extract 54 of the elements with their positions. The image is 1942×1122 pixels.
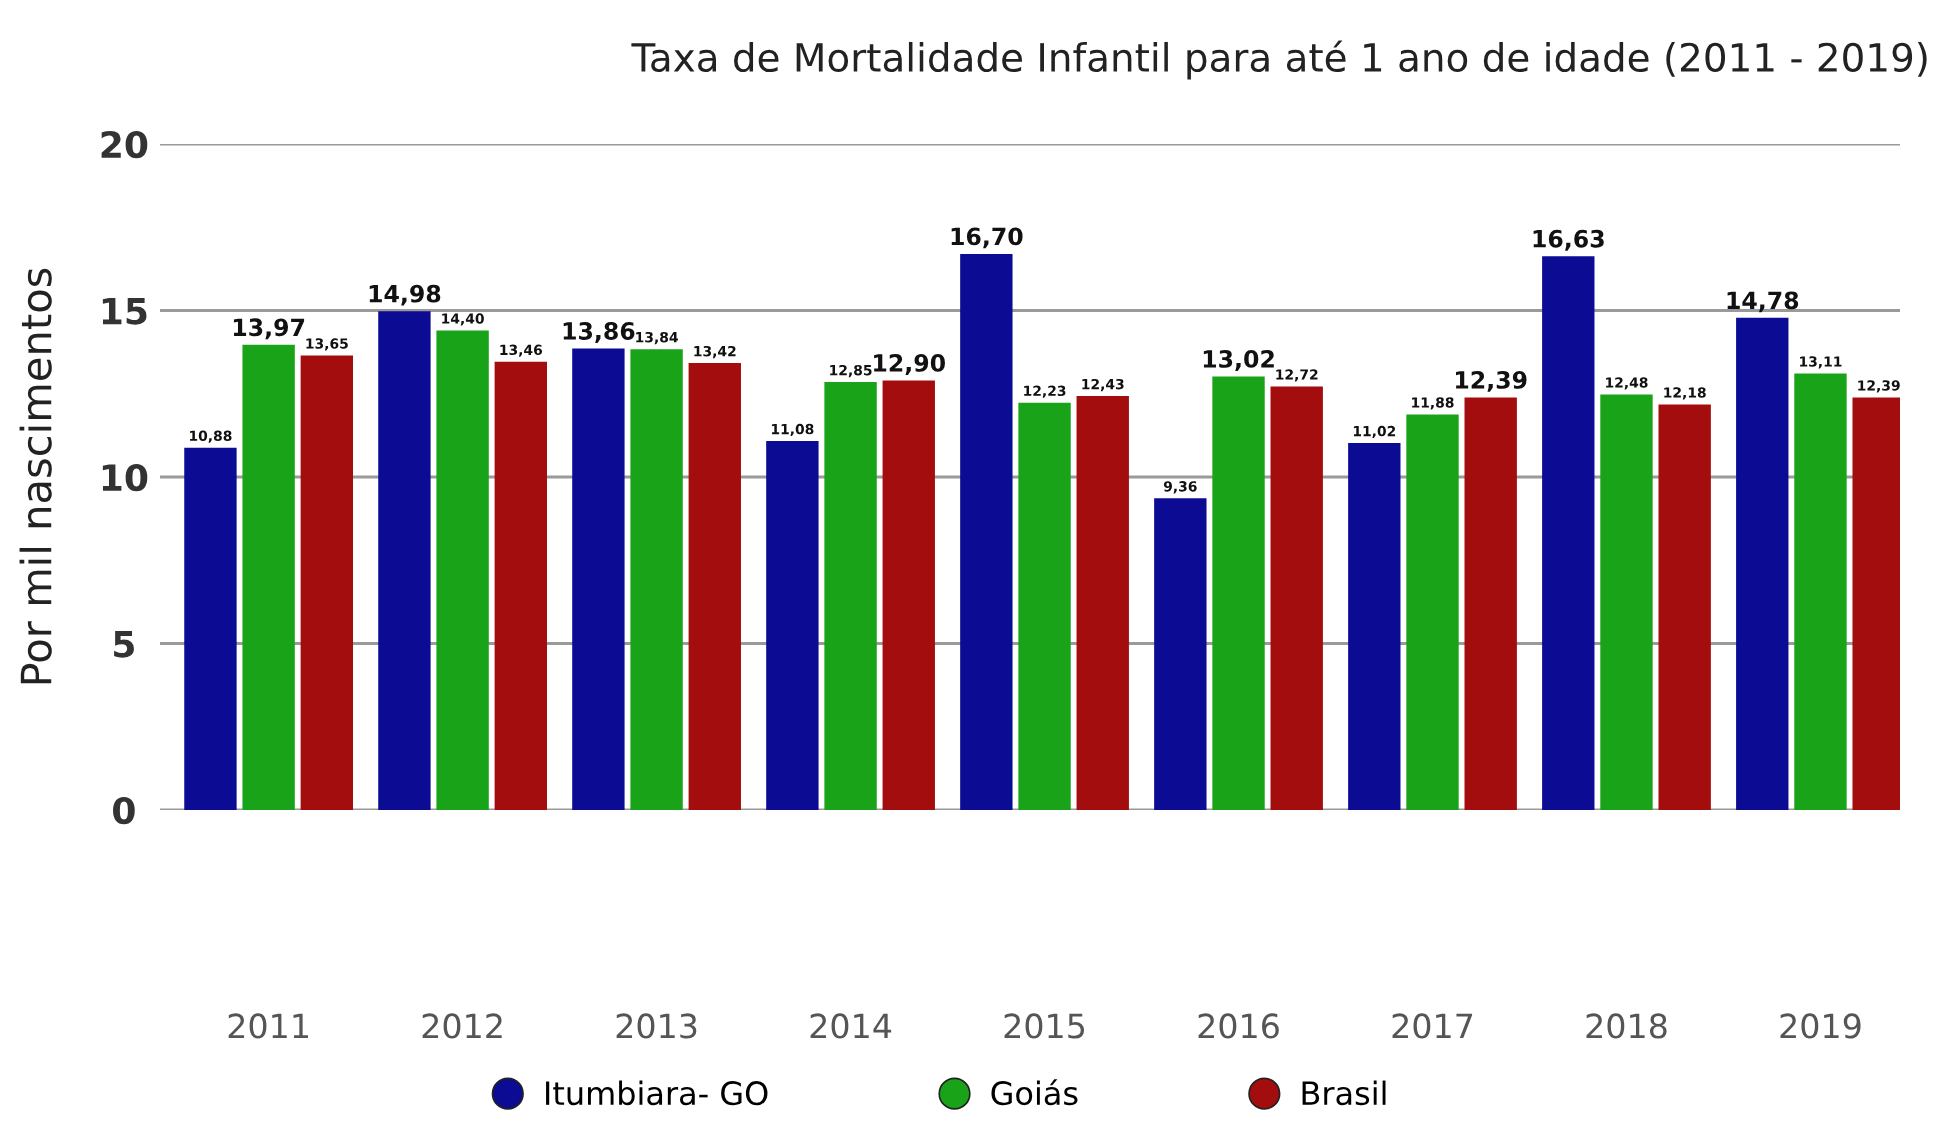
- data-label: 13,97: [233, 318, 305, 340]
- bar: [1018, 402, 1071, 810]
- y-tick-label: 5: [114, 630, 134, 658]
- bar: [1736, 317, 1789, 810]
- y-tick-label: 20: [101, 130, 148, 159]
- bar: [1658, 404, 1711, 810]
- data-label: 14,98: [369, 284, 441, 306]
- bar: [1212, 376, 1265, 810]
- bar: [436, 330, 489, 810]
- bar: [1464, 397, 1517, 810]
- bar: [1600, 394, 1653, 810]
- chart-title: Taxa de Mortalidade Infantil para até 1 ano de idade (2011 - 2019): [631, 40, 1927, 80]
- y-axis-title: Por mil nascimentos: [19, 268, 52, 684]
- x-tick-label: 2014: [810, 1013, 892, 1039]
- x-tick-label: 2011: [228, 1013, 308, 1039]
- x-tick-label: 2013: [616, 1013, 697, 1039]
- legend-label: Brasil: [1302, 1080, 1386, 1106]
- bar: [572, 348, 625, 810]
- bar: [1542, 256, 1595, 810]
- data-label: 16,63: [1533, 229, 1604, 251]
- x-tick-label: 2019: [1780, 1013, 1861, 1039]
- bar: [1270, 386, 1323, 810]
- bar: [1076, 396, 1129, 810]
- bar: [688, 363, 741, 810]
- y-tick-label: 10: [102, 463, 148, 492]
- bar: [242, 344, 295, 810]
- bar: [1794, 373, 1847, 810]
- bar: [184, 447, 237, 810]
- data-label: 13,02: [1203, 350, 1274, 371]
- data-label: 12,90: [874, 354, 945, 375]
- x-tick-label: 2018: [1586, 1013, 1667, 1039]
- x-tick-label: 2016: [1198, 1013, 1279, 1039]
- bar: [1154, 498, 1207, 810]
- data-label: 13,86: [563, 322, 635, 343]
- x-tick-label: 2017: [1392, 1013, 1473, 1039]
- legend-label: Itumbiara- GO: [546, 1080, 768, 1106]
- y-tick-label: 0: [113, 796, 135, 825]
- bar: [630, 349, 683, 810]
- y-tick-label: 15: [102, 297, 147, 325]
- bar: [378, 311, 431, 810]
- bar: [824, 382, 877, 810]
- data-label: 12,39: [1456, 370, 1527, 392]
- legend-label: Goiás: [991, 1079, 1078, 1106]
- bar: [300, 355, 354, 810]
- x-tick-label: 2015: [1004, 1013, 1085, 1039]
- bar: [882, 380, 935, 810]
- data-label: 16,70: [951, 227, 1023, 249]
- bar: [494, 361, 547, 810]
- bar: [960, 253, 1013, 810]
- data-label: 14,78: [1727, 291, 1799, 313]
- bar: [766, 441, 819, 810]
- x-tick-label: 2012: [422, 1013, 502, 1039]
- bar: [1348, 443, 1401, 810]
- bar: [1406, 414, 1459, 810]
